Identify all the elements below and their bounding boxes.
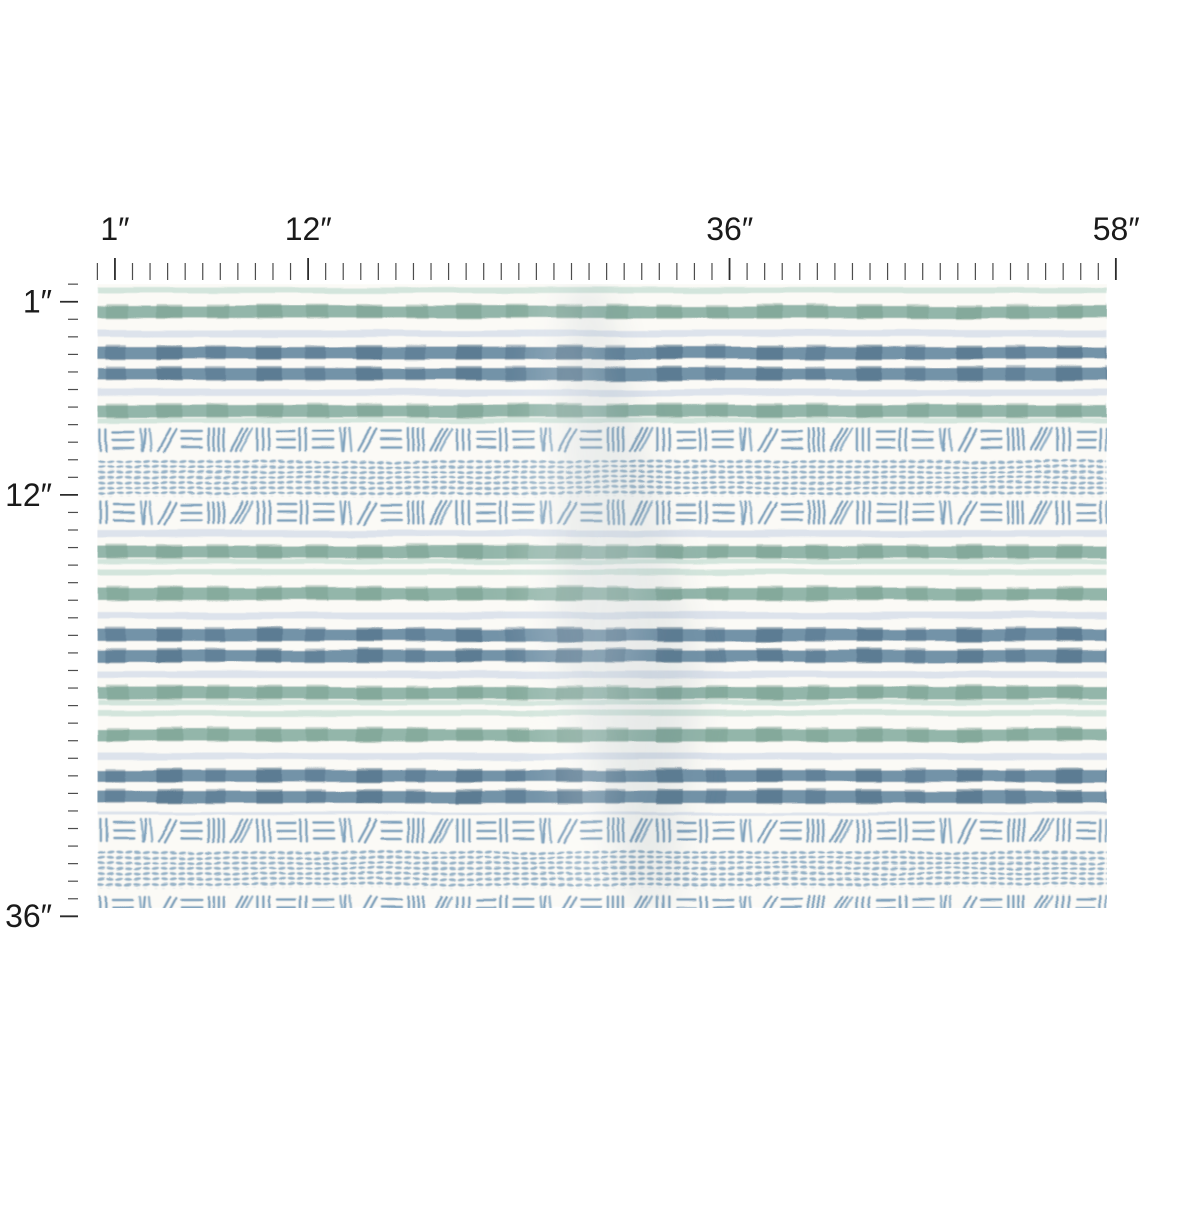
svg-text:1″: 1″: [23, 284, 52, 320]
svg-text:12″: 12″: [5, 477, 52, 513]
svg-text:12″: 12″: [285, 211, 332, 247]
svg-text:36″: 36″: [5, 898, 52, 934]
svg-text:58″: 58″: [1093, 211, 1140, 247]
svg-text:36″: 36″: [706, 211, 753, 247]
svg-text:1″: 1″: [100, 211, 129, 247]
